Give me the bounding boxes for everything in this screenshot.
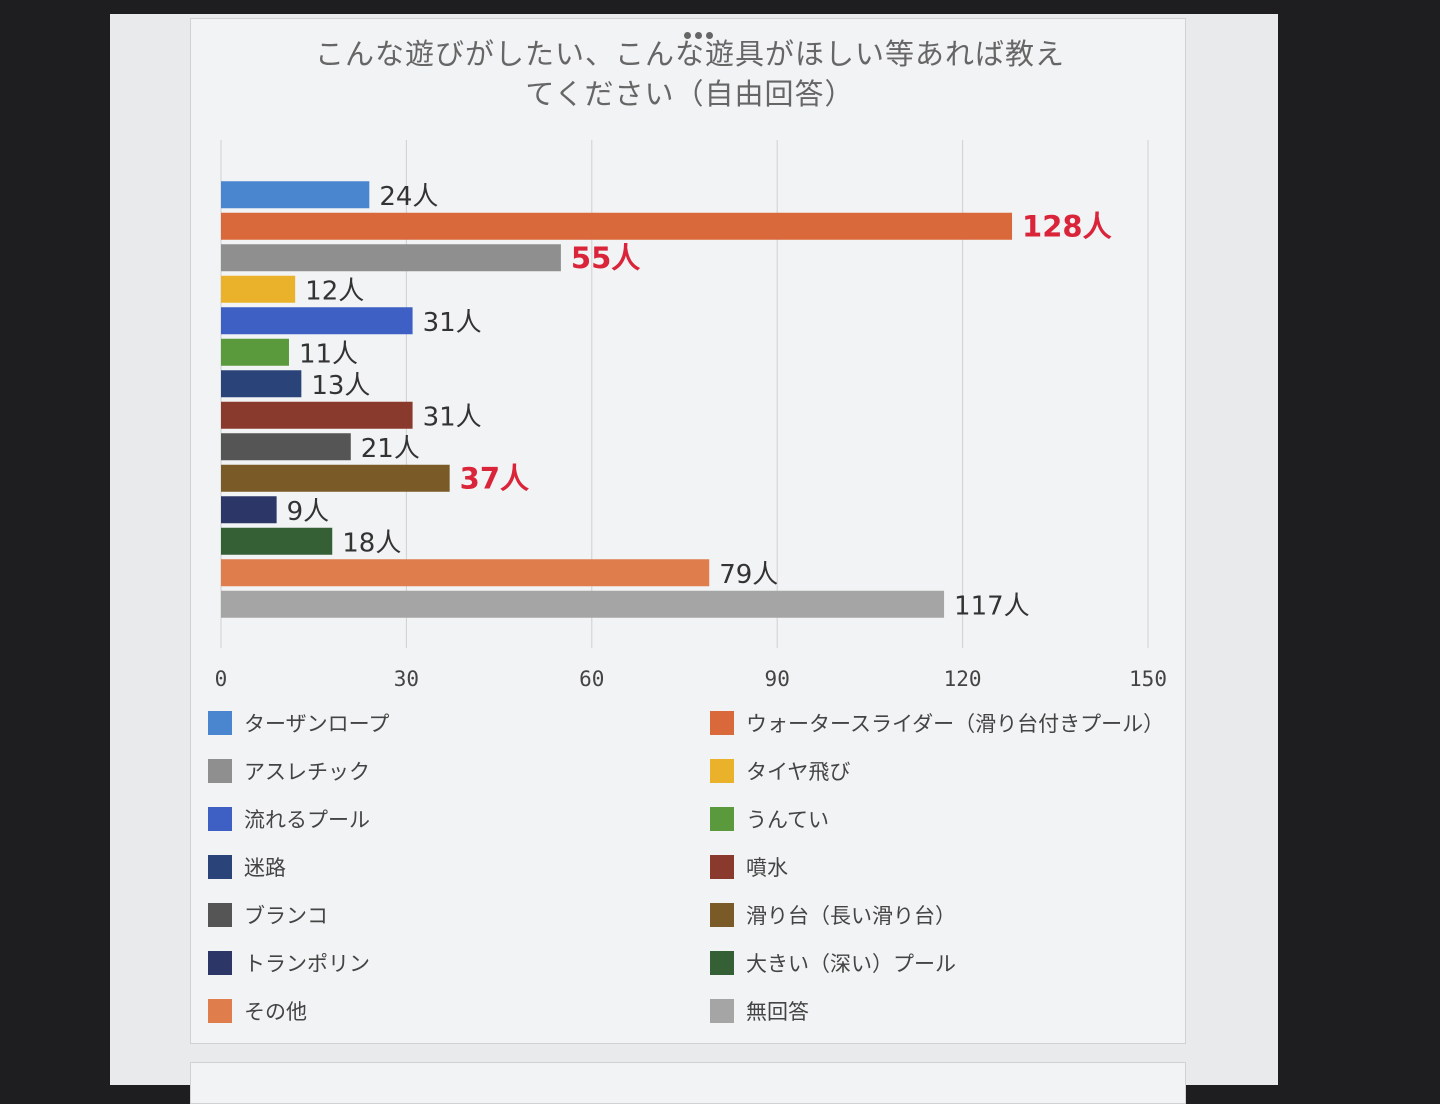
bars xyxy=(221,181,1013,618)
x-tick-label: 150 xyxy=(1129,667,1167,691)
legend-item: タイヤ飛び xyxy=(710,758,1188,784)
legend-swatch xyxy=(208,710,232,735)
x-axis-ticks: 0 30 60 90 120 150 xyxy=(215,667,1167,691)
legend-label: トランポリン xyxy=(244,951,370,976)
legend-item: アスレチック xyxy=(208,758,710,784)
legend-swatch xyxy=(710,710,734,735)
bar-12 xyxy=(221,559,710,587)
legend-item: 滑り台（長い滑り台） xyxy=(710,902,1188,928)
legend-swatch xyxy=(208,758,232,783)
bar-1 xyxy=(221,212,1013,240)
x-tick-label: 120 xyxy=(944,667,982,691)
bar-0 xyxy=(221,181,370,209)
chart-title-line-1: こんな遊びがしたい、こんな遊具がほしい等あれば教え xyxy=(314,37,1065,71)
legend-swatch xyxy=(710,998,734,1023)
bar-4 xyxy=(221,307,413,335)
bar-5 xyxy=(221,338,289,366)
legend-swatch xyxy=(208,950,232,975)
legend-swatch xyxy=(710,950,734,975)
chart-title-line-2: てください（自由回答） xyxy=(525,77,855,111)
legend-item: トランポリン xyxy=(208,950,710,976)
legend-swatch xyxy=(208,902,232,927)
legend-label: 無回答 xyxy=(746,999,809,1024)
more-options-icon[interactable] xyxy=(684,32,713,39)
bar-7 xyxy=(221,401,413,429)
legend-label: 噴水 xyxy=(746,855,788,880)
x-tick-label: 30 xyxy=(394,667,419,691)
bar-8 xyxy=(221,433,351,461)
legend-item: その他 xyxy=(208,998,710,1024)
bar-value-label: 11人 xyxy=(299,339,358,369)
bar-9 xyxy=(221,464,450,492)
legend-swatch xyxy=(710,854,734,879)
legend-label: 流れるプール xyxy=(244,807,370,832)
bar-value-label: 128人 xyxy=(1022,209,1112,243)
bar-value-label: 55人 xyxy=(571,241,640,275)
x-tick-label: 0 xyxy=(215,667,228,691)
x-tick-label: 90 xyxy=(765,667,790,691)
legend-label: うんてい xyxy=(746,807,829,832)
legend-label: ウォータースライダー（滑り台付きプール） xyxy=(746,711,1165,736)
legend-item: うんてい xyxy=(710,806,1188,832)
legend-label: 迷路 xyxy=(244,855,286,880)
legend-label: アスレチック xyxy=(244,759,370,784)
x-tick-label: 60 xyxy=(579,667,604,691)
legend-label: その他 xyxy=(244,999,307,1024)
bar-value-label: 9人 xyxy=(287,497,330,527)
legend-swatch xyxy=(710,806,734,831)
legend-swatch xyxy=(710,758,734,783)
legend-item: 流れるプール xyxy=(208,806,710,832)
bar-13 xyxy=(221,590,945,618)
bar-11 xyxy=(221,527,333,555)
bar-value-label: 37人 xyxy=(460,461,529,495)
legend-item: ブランコ xyxy=(208,902,710,928)
bar-value-label: 21人 xyxy=(361,434,420,464)
bar-value-label: 24人 xyxy=(379,182,438,212)
legend-label: 大きい（深い）プール xyxy=(746,951,956,976)
legend-label: タイヤ飛び xyxy=(746,759,851,784)
legend-item: 無回答 xyxy=(710,998,1188,1024)
legend-label: 滑り台（長い滑り台） xyxy=(746,903,956,928)
legend-item: ウォータースライダー（滑り台付きプール） xyxy=(710,710,1188,736)
legend-item: 噴水 xyxy=(710,854,1188,880)
data-labels: 24人128人55人12人31人11人13人31人21人37人9人18人79人1… xyxy=(287,182,1112,622)
bar-2 xyxy=(221,244,561,272)
legend-swatch xyxy=(208,806,232,831)
bar-value-label: 18人 xyxy=(342,528,401,558)
legend-item: 迷路 xyxy=(208,854,710,880)
bar-value-label: 31人 xyxy=(423,402,482,432)
bar-value-label: 117人 xyxy=(954,591,1030,621)
chart-title: こんな遊びがしたい、こんな遊具がほしい等あれば教え てください（自由回答） xyxy=(290,34,1090,114)
legend: ターザンロープ ウォータースライダー（滑り台付きプール） アスレチック タイヤ飛び流れ… xyxy=(208,710,1188,1024)
legend-item: 大きい（深い）プール xyxy=(710,950,1188,976)
legend-swatch xyxy=(208,998,232,1023)
bar-value-label: 79人 xyxy=(719,560,778,590)
legend-label: ブランコ xyxy=(244,903,328,928)
bar-value-label: 31人 xyxy=(423,308,482,338)
bar-3 xyxy=(221,275,296,303)
legend-swatch xyxy=(208,854,232,879)
bar-value-label: 12人 xyxy=(305,276,364,306)
bar-6 xyxy=(221,370,302,398)
bar-10 xyxy=(221,496,277,524)
legend-label: ターザンロープ xyxy=(244,711,390,736)
legend-swatch xyxy=(710,902,734,927)
bar-value-label: 13人 xyxy=(311,371,370,401)
legend-item: ターザンロープ xyxy=(208,710,710,736)
